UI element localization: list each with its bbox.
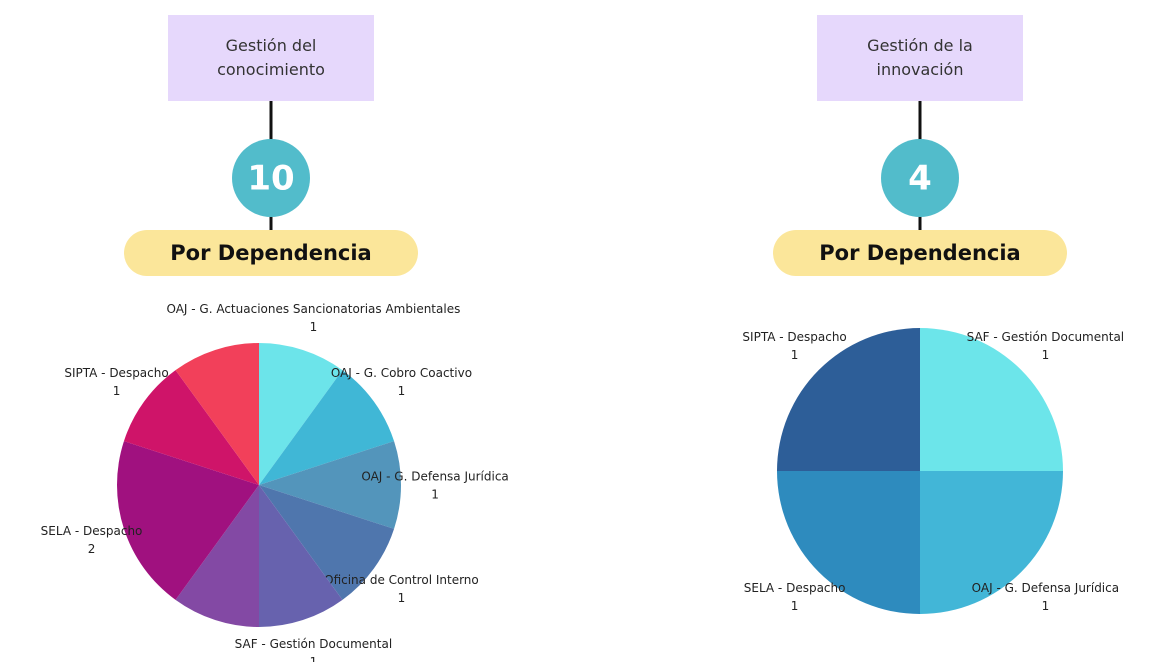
pie-slice [777, 471, 920, 614]
chart-title: Gestión de la innovación [867, 36, 973, 79]
slice-value: 2 [88, 542, 96, 556]
slice-label: OAJ - G. Cobro Coactivo [331, 366, 472, 380]
slice-value: 1 [791, 348, 799, 362]
slice-label: OAJ - G. Defensa Jurídica [361, 470, 508, 484]
total: 10 [247, 159, 294, 199]
total: 4 [908, 159, 932, 199]
total-circle [881, 139, 959, 217]
pie-slice [123, 370, 259, 485]
pie-slice [259, 343, 343, 485]
pie-slice [259, 370, 395, 485]
pie-slice [259, 485, 343, 627]
pie-slice [175, 485, 259, 627]
slice-label: SIPTA - Despacho [742, 330, 846, 344]
title-wrap: Gestión de la innovación [867, 36, 973, 79]
pie-slice [117, 441, 259, 600]
subtitle-pill [773, 230, 1067, 276]
pie-slice [259, 441, 401, 529]
pie-slice [175, 343, 259, 485]
slice-value: 1 [431, 488, 439, 502]
slice-value: 1 [310, 320, 318, 334]
slice-value: 1 [398, 384, 406, 398]
slice-label: SIPTA - Despacho [64, 366, 168, 380]
pie-slice [777, 328, 920, 471]
subtitle-pill [124, 230, 418, 276]
chart-title: Gestión del conocimiento [217, 36, 325, 79]
slice-label: OAJ - G. Defensa Jurídica [972, 581, 1119, 595]
subtitle: Por Dependencia [170, 241, 371, 265]
pie-slice [920, 471, 1063, 614]
pie-slice [259, 485, 395, 600]
total-circle [232, 139, 310, 217]
slice-label: SAF - Gestión Documental [967, 330, 1125, 344]
slice-value: 1 [398, 591, 406, 605]
title-box [168, 15, 374, 101]
slice-label: SAF - Gestión Documental [235, 637, 393, 651]
slice-label: SELA - Despacho [41, 524, 143, 538]
slice-label: Oficina de Control Interno [324, 573, 479, 587]
pie-slice [920, 328, 1063, 471]
slice-label: OAJ - G. Actuaciones Sancionatorias Ambi… [166, 302, 460, 316]
title-box [817, 15, 1023, 101]
slice-value: 1 [1042, 599, 1050, 613]
subtitle: Por Dependencia [819, 241, 1020, 265]
slice-label: SELA - Despacho [744, 581, 846, 595]
title-wrap: Gestión del conocimiento [217, 36, 325, 79]
slice-value: 1 [113, 384, 121, 398]
slice-value: 1 [791, 599, 799, 613]
slice-value: 1 [310, 655, 318, 662]
slice-value: 1 [1042, 348, 1050, 362]
